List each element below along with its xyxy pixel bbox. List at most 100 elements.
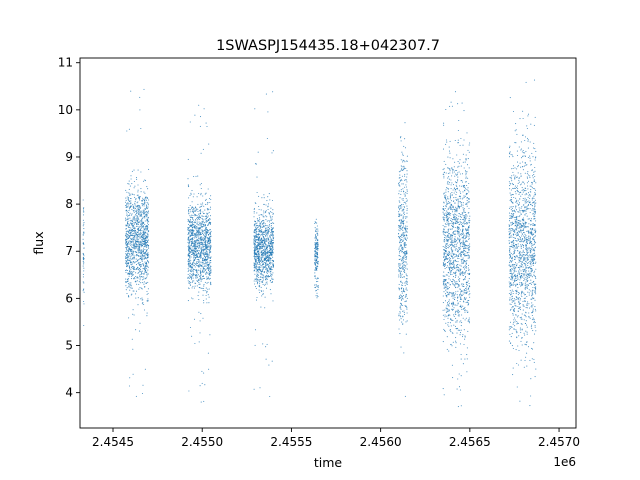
data-point	[255, 236, 257, 238]
data-point	[403, 261, 405, 263]
data-point	[196, 223, 198, 225]
data-point	[464, 336, 466, 338]
data-point	[262, 220, 264, 222]
data-point	[272, 251, 274, 253]
data-point	[187, 238, 189, 240]
data-point	[126, 191, 128, 193]
data-point	[271, 360, 273, 362]
data-point	[196, 236, 198, 238]
data-point	[453, 315, 455, 317]
data-point	[465, 233, 467, 235]
data-point	[452, 213, 454, 216]
data-point	[270, 220, 272, 222]
data-point	[129, 208, 131, 210]
data-point	[260, 242, 262, 244]
data-point	[194, 342, 196, 345]
data-point	[188, 254, 190, 256]
data-point	[127, 183, 129, 185]
data-point	[197, 224, 199, 226]
data-point	[268, 250, 271, 252]
data-points	[82, 79, 537, 408]
data-point	[198, 251, 200, 254]
data-point	[133, 245, 135, 247]
data-point	[262, 280, 264, 282]
data-point	[208, 245, 210, 247]
data-point	[467, 158, 469, 160]
data-point	[205, 221, 207, 223]
data-point	[261, 220, 263, 222]
data-point	[260, 281, 262, 283]
data-point	[208, 254, 211, 256]
data-point	[270, 281, 272, 284]
data-point	[463, 235, 465, 237]
data-point	[191, 209, 194, 211]
data-point	[267, 253, 269, 255]
data-point	[195, 241, 197, 243]
data-point	[272, 150, 274, 152]
data-point	[455, 310, 457, 312]
data-point	[189, 281, 191, 283]
data-point	[190, 193, 192, 195]
data-point	[207, 267, 209, 269]
data-point	[199, 206, 201, 208]
data-point	[268, 265, 270, 267]
data-point	[206, 272, 208, 274]
data-point	[203, 205, 205, 207]
data-point	[254, 239, 257, 241]
data-point	[125, 233, 127, 235]
data-point	[270, 226, 272, 228]
data-point	[406, 225, 408, 227]
data-point	[125, 270, 127, 272]
data-point	[398, 263, 400, 265]
data-point	[402, 295, 405, 297]
data-point	[263, 219, 265, 221]
data-point	[266, 283, 268, 285]
data-point	[315, 244, 317, 246]
data-point	[457, 290, 459, 292]
data-point	[257, 258, 259, 260]
data-point	[200, 152, 202, 154]
data-point	[131, 258, 133, 260]
data-point	[140, 220, 142, 222]
data-point	[194, 210, 196, 212]
data-point	[202, 211, 204, 213]
data-point	[191, 206, 193, 208]
data-point	[197, 236, 200, 238]
data-point	[268, 256, 271, 259]
data-point	[138, 206, 140, 208]
data-point	[403, 246, 406, 248]
data-point	[130, 222, 132, 224]
data-point	[201, 263, 203, 265]
data-point	[402, 262, 404, 264]
data-point	[134, 236, 136, 238]
data-point	[137, 208, 139, 210]
data-point	[210, 259, 212, 262]
data-point	[125, 255, 127, 257]
data-point	[262, 256, 264, 258]
data-point	[262, 254, 264, 256]
data-point	[195, 218, 197, 221]
data-point	[134, 202, 136, 204]
data-point	[464, 211, 467, 213]
data-point	[260, 225, 262, 227]
data-point	[127, 283, 129, 285]
data-point	[206, 212, 208, 214]
data-point	[467, 302, 469, 304]
data-point	[265, 252, 267, 255]
data-point	[449, 272, 451, 274]
data-point	[464, 261, 466, 263]
data-point	[400, 190, 402, 192]
data-point	[268, 255, 270, 257]
data-point	[134, 268, 136, 270]
data-point	[461, 261, 463, 263]
data-point	[443, 318, 445, 321]
data-point	[147, 256, 149, 258]
data-point	[403, 311, 405, 314]
data-point	[147, 259, 149, 261]
data-point	[314, 256, 316, 258]
data-point	[315, 262, 317, 264]
data-point	[450, 101, 452, 103]
data-point	[264, 244, 266, 246]
data-point	[461, 336, 464, 338]
data-point	[197, 249, 199, 251]
